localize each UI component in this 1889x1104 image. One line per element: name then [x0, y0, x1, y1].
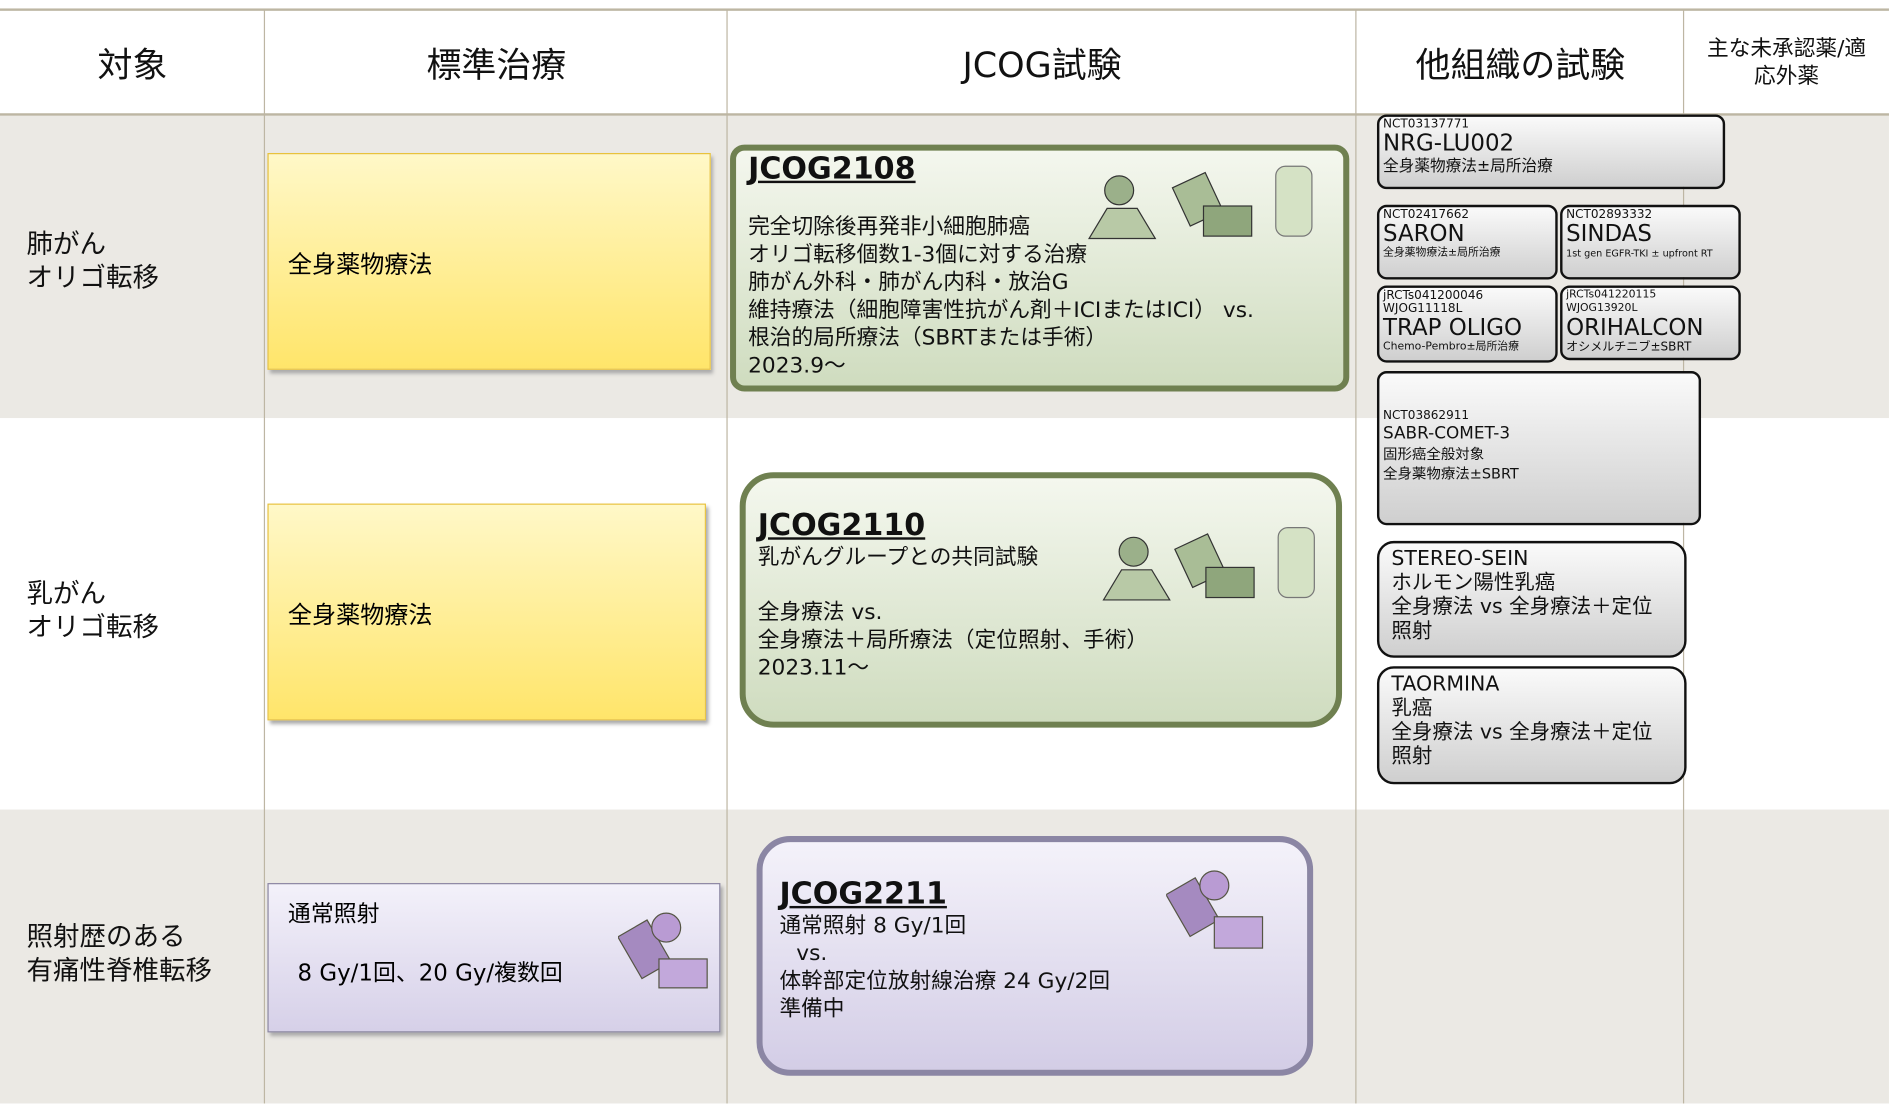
standard-box: 全身薬物療法 — [267, 152, 711, 370]
text: 照射歴のある — [26, 922, 186, 953]
text: NCT02417662 — [1382, 208, 1470, 222]
rule — [726, 9, 728, 1104]
text: NCT03862911 — [1382, 409, 1470, 423]
text: 8 Gy/1回、20 Gy/複数回 — [297, 960, 563, 987]
text: 完全切除後再発非小細胞肺癌 — [748, 214, 1031, 240]
target: 乳がん オリゴ転移 — [27, 578, 160, 645]
text: JCOG2110 — [757, 507, 926, 543]
text: 全身薬物療法 — [287, 599, 433, 629]
text: 全身療法 vs 全身療法＋定位照射 — [1391, 595, 1653, 644]
text: 全身薬物療法±局所治療 — [1382, 246, 1501, 260]
text: STEREO-SEIN — [1391, 546, 1529, 572]
trial-box: jRCTs041220115 WJOG13920L ORIHALCON オシメルチニブ… — [1560, 285, 1741, 361]
text: 体幹部定位放射線治療 24 Gy/2回 — [779, 968, 1111, 994]
text: WJOG13920L — [1566, 302, 1638, 315]
text: SINDAS — [1566, 220, 1652, 247]
text: SABR-COMET-3 — [1382, 424, 1511, 444]
text: SARON — [1382, 220, 1465, 247]
text: JCOG2211 — [779, 875, 947, 911]
text: 準備中 — [779, 996, 845, 1022]
trial-box: NCT03862911 SABR-COMET-3 固形癌全般対象全身薬物療法±SBR… — [1376, 371, 1702, 526]
text: 全身療法 vs 全身療法＋定位照射 — [1391, 720, 1653, 769]
text: NRG-LU002 — [1382, 130, 1515, 157]
text: ホルモン陽性乳癌 — [1391, 571, 1556, 596]
text: Chemo-Pembro±局所治療 — [1382, 340, 1519, 353]
icon — [618, 912, 708, 989]
text: 全身薬物療法±局所治療 — [1382, 157, 1553, 176]
trial-box: STEREO-SEIN ホルモン陽性乳癌 全身療法 vs 全身療法＋定位照射 — [1376, 540, 1687, 658]
trial-box: jRCTs041200046 WJOG11118L TRAP OLIGO Chemo-… — [1376, 285, 1558, 363]
text: NCT03137771 — [1382, 118, 1470, 132]
trial-box: TAORMINA 乳癌 全身療法 vs 全身療法＋定位照射 — [1376, 666, 1687, 785]
text: 全身療法＋局所療法（定位照射、手術） — [757, 627, 1149, 653]
icons — [1087, 165, 1313, 240]
column-header: 主な未承認薬/適応外薬 — [1707, 35, 1867, 89]
text: オリゴ転移個数1-3個に対する治療 — [748, 242, 1088, 268]
text: 全身薬物療法 — [287, 248, 433, 278]
trial-box: NCT03137771 NRG-LU002 全身薬物療法±局所治療 — [1376, 114, 1726, 190]
text: オシメルチニブ±SBRT — [1566, 340, 1692, 355]
icon — [1166, 870, 1264, 949]
text: 有痛性脊椎転移 — [26, 956, 213, 987]
trial-box: NCT02893332 SINDAS 1st gen EGFR-TKI ± upfr… — [1560, 204, 1741, 280]
text: TRAP OLIGO — [1382, 314, 1522, 341]
jcog-box: JCOG2110 乳がんグループとの共同試験 全身療法 vs. 全身療法＋局所療法（… — [739, 472, 1343, 728]
text: 乳がんグループとの共同試験 — [757, 544, 1039, 570]
text: 全身療法 vs. — [757, 599, 883, 626]
text: 乳癌 — [1391, 696, 1433, 721]
text: vs. — [796, 940, 828, 967]
text: 維持療法（細胞障害性抗がん剤＋ICIまたはICI） vs. — [748, 297, 1254, 323]
text: 1st gen EGFR-TKI ± upfront RT — [1566, 248, 1713, 260]
column-header: 対象 — [97, 43, 168, 85]
text: 固形癌全般対象 — [1382, 445, 1485, 463]
jcog-box: JCOG2108 完全切除後再発非小細胞肺癌 オリゴ転移個数1-3個に対する治療肺… — [730, 144, 1350, 392]
rule — [0, 8, 1889, 11]
standard-box: 通常照射 8 Gy/1回、20 Gy/複数回 — [267, 883, 721, 1033]
text: jRCTs041200046 — [1382, 289, 1484, 303]
rule — [0, 113, 1889, 116]
column-header: 他組織の試験 — [1415, 43, 1626, 85]
text: 全身薬物療法±SBRT — [1382, 465, 1519, 482]
column-header: 標準治療 — [426, 43, 567, 85]
rule — [263, 9, 266, 1104]
text: 2023.11～ — [757, 655, 870, 681]
rule — [1355, 9, 1357, 1104]
text: WJOG11118L — [1382, 302, 1463, 316]
text: jRCTs041220115 — [1566, 289, 1657, 302]
jcog-box: JCOG2211 通常照射 8 Gy/1回 vs. 体幹部定位放射線治療 24 Gy… — [756, 836, 1314, 1076]
text: 通常照射 8 Gy/1回 — [779, 913, 967, 939]
standard-box: 全身薬物療法 — [267, 503, 706, 721]
text: オリゴ転移 — [26, 263, 160, 294]
target: 肺がん オリゴ転移 — [27, 229, 160, 296]
text: 肺がん — [26, 230, 107, 261]
text: オリゴ転移 — [26, 613, 160, 644]
text: 2023.9～ — [748, 352, 846, 379]
icons — [1102, 527, 1315, 601]
text: 根治的局所療法（SBRTまたは手術） — [748, 325, 1108, 351]
trial-box: NCT02417662 SARON 全身薬物療法±局所治療 — [1376, 204, 1558, 280]
text: TAORMINA — [1391, 672, 1500, 697]
text: 乳がん — [26, 579, 107, 610]
text: 通常照射 — [287, 901, 380, 928]
target: 照射歴のある 有痛性脊椎転移 — [27, 922, 213, 989]
text: 肺がん外科・肺がん内科・放治G — [748, 269, 1069, 296]
text: NCT02893332 — [1566, 208, 1653, 222]
text: JCOG2108 — [748, 150, 916, 186]
column-header: JCOG試験 — [962, 43, 1122, 85]
text: ORIHALCON — [1566, 314, 1704, 341]
